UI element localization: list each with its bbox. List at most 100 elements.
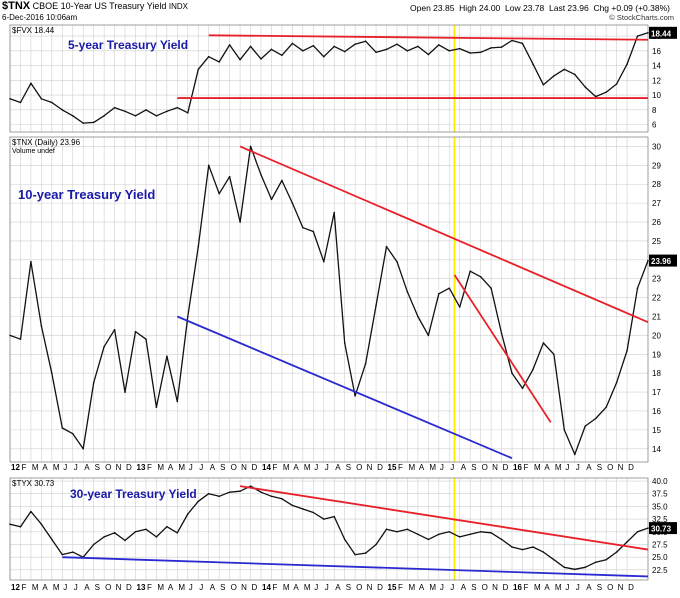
data-point — [260, 491, 262, 494]
data-point — [145, 528, 147, 531]
y-tick-label: 10 — [652, 91, 661, 100]
data-point — [333, 211, 336, 214]
x-tick-label: A — [586, 583, 592, 592]
data-point — [427, 53, 430, 56]
data-point — [82, 447, 85, 450]
y-tick-label: 25 — [652, 237, 661, 246]
y-tick-label: 27 — [652, 199, 661, 208]
x-tick-label: J — [189, 463, 193, 472]
series-line — [9, 32, 649, 124]
x-tick-label: J — [63, 583, 67, 592]
data-point — [103, 536, 105, 538]
data-point — [490, 287, 492, 289]
data-point — [124, 391, 126, 393]
data-point — [82, 122, 85, 124]
data-point — [270, 198, 273, 201]
data-point — [176, 532, 179, 534]
x-tick-label: A — [210, 583, 216, 592]
data-point — [71, 551, 74, 553]
x-tick-label: D — [503, 463, 509, 472]
x-tick-label: N — [241, 463, 247, 472]
data-point — [218, 495, 220, 498]
data-point — [594, 417, 597, 420]
data-point — [343, 342, 346, 344]
data-point — [291, 504, 294, 507]
x-tick-label: M — [408, 463, 415, 472]
quote-low: Low 23.78 — [505, 3, 545, 13]
trendline — [239, 145, 649, 324]
x-tick-label: S — [471, 463, 476, 472]
y-tick-label: 8 — [652, 106, 657, 115]
data-point — [573, 73, 576, 76]
x-tick-label: D — [252, 463, 258, 472]
x-tick-label: A — [335, 463, 341, 472]
data-point — [458, 536, 461, 538]
data-point — [584, 86, 587, 88]
x-tick-label: A — [419, 463, 425, 472]
y-tick-label: 18 — [652, 369, 661, 378]
data-point — [375, 543, 377, 546]
data-point — [30, 260, 32, 263]
data-point — [647, 32, 649, 34]
y-tick-label: 12 — [652, 76, 661, 85]
data-point — [553, 75, 555, 77]
series-legend: $TYX 30.73 — [12, 479, 55, 488]
data-point — [343, 50, 346, 53]
chart-header: $TNX CBOE 10-Year US Treasury Yield INDX — [2, 1, 188, 12]
panel-title: 30-year Treasury Yield — [70, 487, 197, 501]
last-value-label: 30.73 — [651, 525, 672, 534]
data-point — [521, 548, 524, 551]
x-tick-label: A — [544, 463, 550, 472]
data-point — [176, 106, 179, 109]
x-tick-label: O — [356, 463, 362, 472]
data-point — [511, 39, 513, 42]
x-tick-label: J — [189, 583, 193, 592]
x-tick-label: A — [42, 463, 48, 472]
x-tick-label: A — [586, 463, 592, 472]
data-point — [438, 293, 440, 295]
data-point — [626, 63, 628, 65]
x-tick-label: S — [95, 583, 100, 592]
y-tick-label: 21 — [652, 313, 661, 322]
data-point — [124, 110, 126, 113]
data-point — [103, 114, 105, 117]
x-tick-label: D — [503, 583, 509, 592]
data-point — [322, 518, 325, 520]
data-point — [396, 260, 398, 263]
panel-frame — [9, 477, 649, 581]
series-legend: $FVX 18.44 — [12, 26, 55, 35]
data-point — [302, 226, 304, 229]
x-tick-label: M — [32, 583, 39, 592]
data-point — [542, 83, 545, 86]
x-tick-label: M — [283, 463, 290, 472]
data-point — [354, 43, 356, 45]
series-legend: $TNX (Daily) 23.96 — [12, 138, 81, 147]
data-point — [71, 114, 74, 117]
x-tick-label: A — [293, 583, 299, 592]
data-point — [490, 47, 492, 49]
x-tick-label: N — [241, 583, 247, 592]
y-tick-label: 40.0 — [652, 477, 668, 486]
data-point — [9, 334, 11, 337]
y-tick-label: 32.5 — [652, 515, 668, 524]
x-tick-label: A — [461, 583, 467, 592]
data-point — [197, 68, 200, 71]
x-tick-label: J — [440, 463, 444, 472]
data-point — [166, 110, 168, 113]
x-tick-label: A — [168, 463, 174, 472]
data-point — [427, 334, 430, 337]
data-point — [113, 328, 116, 331]
data-point — [124, 539, 126, 542]
y-tick-label: 26 — [652, 218, 661, 227]
data-point — [30, 510, 32, 513]
last-value-badge — [649, 522, 677, 535]
data-point — [134, 530, 137, 533]
x-tick-label: M — [157, 583, 164, 592]
x-axis-2: 12 F M A M J J A S O N D 13 F M A M J J A S O N D 14 F M A M J J A S O N D 1… — [11, 583, 634, 592]
x-tick-label: D — [377, 583, 383, 592]
x-tick-label: M — [178, 463, 185, 472]
x-tick-label: N — [618, 463, 624, 472]
data-point — [469, 533, 471, 536]
data-point — [113, 532, 116, 534]
x-tick-label: 13 — [137, 583, 146, 592]
